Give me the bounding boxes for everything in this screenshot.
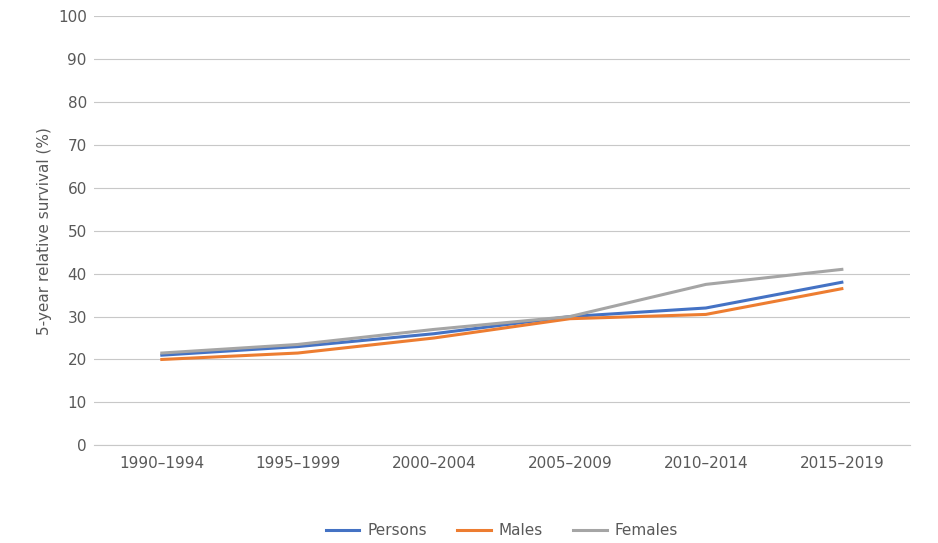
Line: Persons: Persons — [161, 282, 841, 355]
Persons — [293, 343, 304, 350]
Males — [836, 286, 847, 292]
Line: Females: Females — [161, 269, 841, 353]
Males — [700, 311, 711, 318]
Females — [156, 350, 167, 356]
Persons — [700, 305, 711, 311]
Males — [293, 350, 304, 356]
Females — [700, 281, 711, 288]
Persons — [156, 352, 167, 358]
Females — [293, 341, 304, 348]
Persons — [836, 279, 847, 286]
Line: Males: Males — [161, 289, 841, 359]
Males — [428, 334, 439, 342]
Persons — [564, 313, 575, 320]
Females — [428, 326, 439, 333]
Persons — [428, 331, 439, 337]
Females — [564, 313, 575, 320]
Males — [156, 356, 167, 363]
Males — [564, 315, 575, 322]
Legend: Persons, Males, Females: Persons, Males, Females — [320, 517, 684, 543]
Y-axis label: 5-year relative survival (%): 5-year relative survival (%) — [38, 127, 53, 334]
Females — [836, 266, 847, 273]
